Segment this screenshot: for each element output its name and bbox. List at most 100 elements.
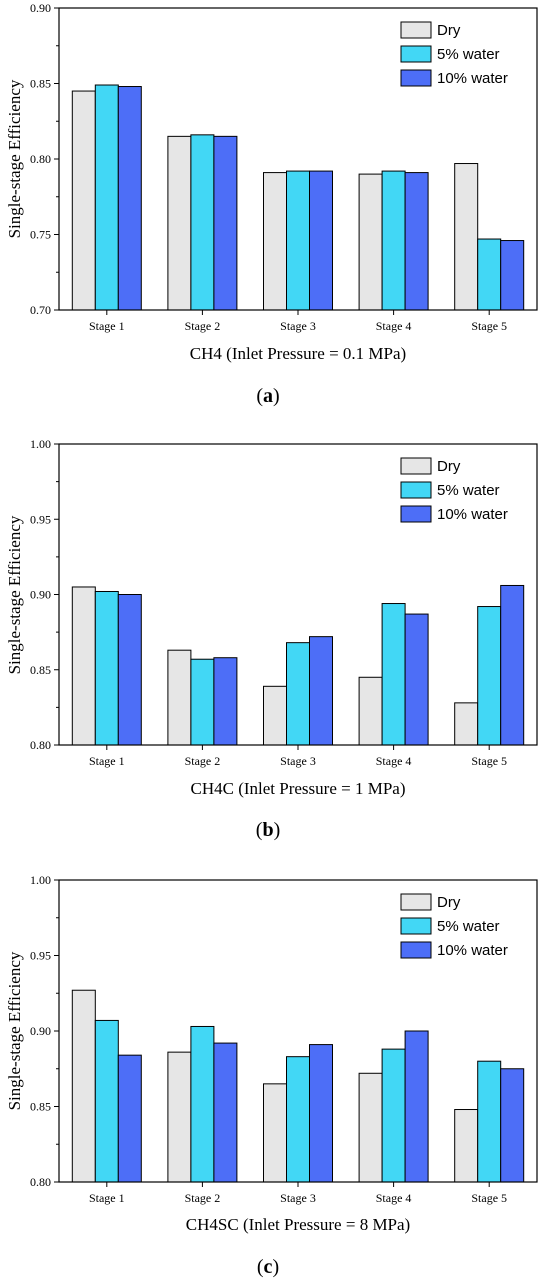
legend: Dry 5% water 10% water	[400, 21, 508, 87]
bar-dry-stage-4	[358, 1072, 383, 1183]
legend-label: Dry	[437, 458, 461, 475]
bar-5-water-stage-1	[94, 84, 119, 311]
y-tick-label: 0.85	[30, 663, 51, 677]
legend-label: 5% water	[437, 46, 500, 63]
bar-10-water-stage-4	[404, 613, 429, 746]
legend-label: Dry	[437, 894, 461, 911]
bar-5-water-stage-5	[477, 238, 502, 311]
y-axis-title: Single-stage Efficiency	[5, 951, 24, 1110]
legend-label: 5% water	[437, 918, 500, 935]
bar-5-water-stage-1	[94, 1019, 119, 1183]
y-axis-title: Single-stage Efficiency	[5, 515, 24, 674]
bar-10-water-stage-5	[500, 584, 525, 746]
bar-5-water-stage-2	[190, 658, 215, 746]
bar-5-water-stage-3	[286, 1056, 310, 1183]
x-axis-title: CH4C (Inlet Pressure = 1 MPa)	[191, 779, 406, 798]
bar-dry-stage-4	[358, 676, 383, 746]
bar-10-water-stage-1	[117, 86, 142, 311]
bar-5-water-stage-4	[381, 1048, 406, 1183]
bar-10-water-stage-2	[213, 135, 238, 311]
x-tick-label: Stage 2	[185, 754, 221, 768]
bar-dry-stage-3	[263, 1083, 287, 1183]
legend-label: 10% water	[437, 942, 508, 959]
panel-label: (c)	[257, 1256, 279, 1278]
bar-5-water-stage-3	[286, 170, 310, 311]
bar-5-water-stage-4	[381, 603, 406, 746]
chart-panel-c: 0.80 0.85 0.90 0.95 1.00 Stage 1 Stage 2 Stage …	[5, 873, 538, 1278]
x-tick-label: Stage 4	[376, 319, 412, 333]
bar-10-water-stage-1	[117, 1054, 142, 1183]
bar-10-water-stage-5	[500, 240, 525, 311]
legend-label: 5% water	[437, 482, 500, 499]
bar-10-water-stage-3	[309, 636, 333, 746]
bar-10-water-stage-3	[309, 170, 333, 311]
bar-5-water-stage-3	[286, 642, 310, 746]
x-tick-label: Stage 4	[376, 754, 412, 768]
legend: Dry 5% water 10% water	[400, 457, 508, 523]
bar-dry-stage-1	[71, 90, 96, 311]
bar-5-water-stage-4	[381, 170, 406, 311]
y-tick-label: 0.90	[30, 1, 51, 15]
bar-dry-stage-5	[454, 1109, 479, 1183]
bar-dry-stage-1	[71, 989, 96, 1183]
bar-dry-stage-2	[167, 1051, 192, 1183]
bar-10-water-stage-4	[404, 1030, 429, 1183]
bar-10-water-stage-3	[309, 1044, 333, 1183]
legend-swatch	[400, 45, 432, 63]
bar-dry-stage-5	[454, 702, 479, 746]
bar-dry-stage-5	[454, 163, 479, 311]
legend-swatch	[400, 69, 432, 87]
bar-dry-stage-2	[167, 135, 192, 311]
bar-5-water-stage-5	[477, 606, 502, 746]
x-tick-label: Stage 1	[89, 1191, 125, 1205]
y-tick-label: 0.80	[30, 1175, 51, 1189]
y-tick-label: 1.00	[30, 873, 51, 887]
legend-swatch	[400, 21, 432, 39]
bar-5-water-stage-5	[477, 1060, 502, 1183]
x-tick-label: Stage 4	[376, 1191, 412, 1205]
chart-panel-b: 0.80 0.85 0.90 0.95 1.00 Stage 1 Stage 2 Stage …	[5, 437, 538, 841]
x-tick-label: Stage 1	[89, 319, 125, 333]
bar-10-water-stage-5	[500, 1068, 525, 1183]
legend: Dry 5% water 10% water	[400, 893, 508, 959]
legend-label: 10% water	[437, 506, 508, 523]
y-tick-label: 0.95	[30, 512, 51, 526]
bar-dry-stage-1	[71, 586, 96, 746]
x-axis-title: CH4 (Inlet Pressure = 0.1 MPa)	[190, 344, 406, 363]
y-tick-label: 0.85	[30, 77, 51, 91]
bar-dry-stage-3	[263, 685, 287, 746]
panel-label: (b)	[256, 819, 280, 841]
legend-label: Dry	[437, 22, 461, 39]
y-tick-label: 0.80	[30, 738, 51, 752]
y-tick-label: 0.95	[30, 949, 51, 963]
bar-5-water-stage-2	[190, 1025, 215, 1183]
legend-swatch	[400, 457, 432, 475]
legend-swatch	[400, 505, 432, 523]
y-tick-label: 0.85	[30, 1100, 51, 1114]
panel-label: (a)	[256, 385, 279, 407]
x-tick-label: Stage 2	[185, 1191, 221, 1205]
x-tick-label: Stage 2	[185, 319, 221, 333]
x-axis-title: CH4SC (Inlet Pressure = 8 MPa)	[186, 1215, 410, 1234]
y-axis-title: Single-stage Efficiency	[5, 79, 24, 238]
legend-swatch	[400, 481, 432, 499]
bar-dry-stage-3	[263, 172, 287, 311]
x-tick-label: Stage 3	[280, 754, 316, 768]
x-tick-label: Stage 3	[280, 319, 316, 333]
bar-10-water-stage-1	[117, 594, 142, 746]
bar-dry-stage-4	[358, 173, 383, 311]
y-tick-label: 1.00	[30, 437, 51, 451]
x-tick-label: Stage 5	[471, 754, 507, 768]
bar-5-water-stage-1	[94, 590, 119, 746]
y-tick-label: 0.75	[30, 228, 51, 242]
bar-dry-stage-2	[167, 649, 192, 746]
chart-panel-a: 0.70 0.75 0.80 0.85 0.90 Stage 1 Stage 2 Stage …	[5, 1, 538, 407]
x-tick-label: Stage 3	[280, 1191, 316, 1205]
y-tick-label: 0.90	[30, 588, 51, 602]
legend-swatch	[400, 941, 432, 959]
legend-label: 10% water	[437, 70, 508, 87]
bar-10-water-stage-4	[404, 172, 429, 311]
x-tick-label: Stage 1	[89, 754, 125, 768]
y-tick-label: 0.80	[30, 152, 51, 166]
y-tick-label: 0.70	[30, 303, 51, 317]
